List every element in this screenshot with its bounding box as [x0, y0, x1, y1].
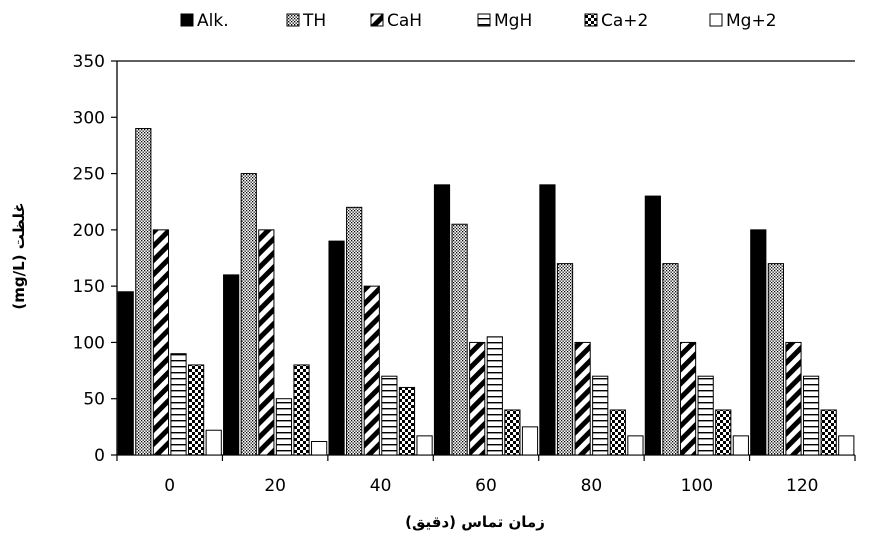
bar-mgh-20 — [275, 398, 293, 456]
bar-th-20 — [240, 173, 257, 456]
x-tick-label: 80 — [581, 476, 603, 496]
legend-label-cah: CaH — [387, 11, 422, 31]
bar-ca-2-20 — [293, 364, 310, 456]
bar-ca-2-60 — [504, 409, 521, 456]
y-tick-label: 350 — [73, 52, 105, 72]
bar-mgh-120 — [802, 375, 820, 456]
bar-alk-100 — [644, 195, 661, 456]
y-tick-label: 0 — [94, 446, 105, 466]
bar-alk-20 — [223, 274, 240, 456]
x-tick-label: 40 — [370, 476, 392, 496]
bar-mgh-40 — [381, 375, 398, 456]
bar-th-100 — [662, 263, 679, 456]
x-axis-title: زمان تماس (دقیق) — [405, 513, 545, 531]
legend-swatch-mg-2 — [709, 13, 723, 27]
bar-mg-2-120 — [838, 435, 855, 456]
bar-mg-2-0 — [205, 429, 222, 456]
bar-ca-2-100 — [715, 409, 732, 456]
bars — [117, 128, 855, 456]
legend-swatch-th — [286, 13, 300, 27]
legend-swatch-cah — [370, 13, 384, 27]
bar-th-0 — [135, 128, 152, 456]
bar-mgh-100 — [697, 375, 714, 456]
bar-mgh-60 — [486, 336, 503, 456]
x-tick-label: 0 — [164, 476, 175, 496]
y-tick-label: 150 — [73, 277, 105, 297]
bar-mg-2-80 — [627, 435, 644, 456]
bar-alk-0 — [117, 291, 134, 456]
legend-swatch-ca-2 — [584, 13, 598, 27]
legend-label-ca-2: Ca+2 — [601, 11, 648, 31]
legend-label-alk: Alk. — [197, 11, 229, 31]
bar-th-60 — [451, 223, 468, 456]
bar-th-80 — [556, 263, 574, 456]
bar-alk-60 — [433, 184, 451, 456]
y-tick-label: 250 — [73, 165, 105, 185]
bar-cah-120 — [785, 341, 802, 456]
bar-mgh-80 — [592, 375, 609, 456]
bar-mg-2-60 — [521, 426, 539, 456]
legend-label-th: TH — [302, 11, 326, 31]
bar-alk-80 — [539, 184, 556, 456]
bar-ca-2-0 — [188, 364, 205, 456]
bar-mg-2-100 — [732, 435, 749, 456]
legend-label-mgh: MgH — [494, 11, 532, 31]
x-tick-label: 120 — [786, 476, 818, 496]
x-tick-label: 100 — [681, 476, 713, 496]
y-tick-label: 300 — [73, 108, 105, 128]
bar-mg-2-40 — [416, 435, 433, 456]
bar-cah-60 — [469, 341, 486, 456]
legend: Alk. TH CaH MgH Ca+2 Mg+2 — [180, 11, 777, 31]
bar-cah-0 — [152, 229, 170, 456]
bar-ca-2-80 — [609, 409, 626, 456]
x-axis: 0 20 40 60 80 100 120 — [116, 454, 856, 496]
x-tick-label: 60 — [475, 476, 497, 496]
y-tick-label: 200 — [73, 221, 105, 241]
y-tick-label: 50 — [83, 390, 105, 410]
x-tick-label: 20 — [264, 476, 286, 496]
bar-mg-2-20 — [311, 440, 328, 456]
legend-label-mg-2: Mg+2 — [726, 11, 777, 31]
bar-alk-40 — [328, 240, 345, 456]
legend-swatch-alk — [180, 13, 194, 27]
bar-ca-2-40 — [398, 386, 416, 456]
bar-cah-40 — [363, 285, 380, 456]
y-axis-title: (mg/L) غلظت — [10, 202, 28, 309]
legend-swatch-mgh — [477, 13, 491, 27]
bar-alk-120 — [750, 229, 767, 456]
bar-th-120 — [767, 263, 784, 456]
y-tick-label: 100 — [73, 333, 105, 353]
bar-mgh-0 — [170, 353, 187, 456]
bar-cah-100 — [679, 341, 697, 456]
bar-ca-2-120 — [820, 409, 837, 456]
y-axis: 0 50 100 150 200 250 300 350 — [73, 52, 855, 466]
bar-cah-20 — [258, 229, 275, 456]
bar-cah-80 — [574, 341, 591, 456]
bar-th-40 — [346, 206, 363, 456]
